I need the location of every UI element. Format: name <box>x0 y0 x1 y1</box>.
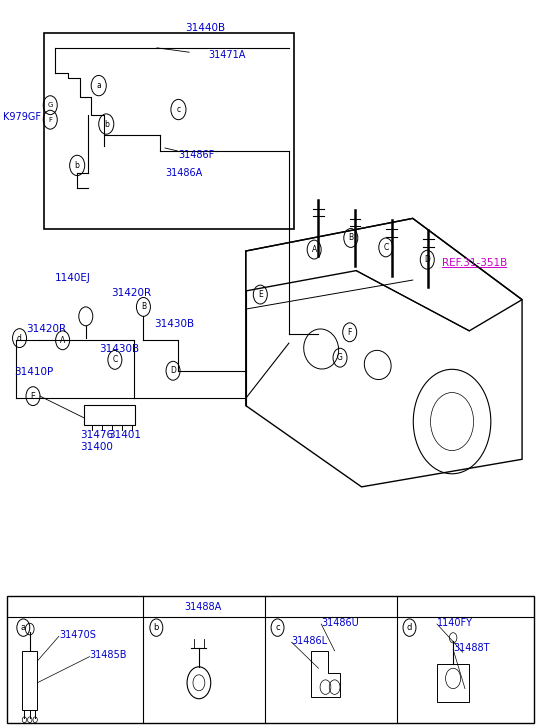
Text: 31470S: 31470S <box>59 630 96 640</box>
Text: F: F <box>48 117 52 123</box>
Bar <box>44 33 294 229</box>
Text: 1140EJ: 1140EJ <box>55 273 90 283</box>
Text: 31486U: 31486U <box>321 617 359 627</box>
Bar <box>22 651 37 710</box>
Text: B: B <box>141 302 146 311</box>
Text: D: D <box>424 255 430 264</box>
Text: G: G <box>337 353 343 362</box>
Text: C: C <box>383 243 388 252</box>
Text: b: b <box>104 119 109 129</box>
Text: E: E <box>258 290 262 299</box>
Text: c: c <box>177 105 180 114</box>
Text: A: A <box>60 336 65 345</box>
Text: 31440B: 31440B <box>185 23 225 33</box>
Text: B: B <box>348 233 353 243</box>
Text: 31410P: 31410P <box>14 367 53 377</box>
Text: 31488T: 31488T <box>453 643 490 653</box>
Text: 31430B: 31430B <box>154 318 194 329</box>
Text: 31420R: 31420R <box>26 324 66 334</box>
Text: c: c <box>275 623 280 632</box>
Text: 31400: 31400 <box>80 442 113 452</box>
Text: 31420R: 31420R <box>111 288 151 298</box>
Text: G: G <box>48 103 53 108</box>
Text: K979GF: K979GF <box>3 112 42 122</box>
Text: a: a <box>96 81 101 90</box>
Text: a: a <box>21 623 26 632</box>
Text: 31485B: 31485B <box>90 650 127 660</box>
Text: A: A <box>312 245 317 254</box>
Text: d: d <box>17 334 22 342</box>
Text: D: D <box>170 366 176 375</box>
Bar <box>7 595 534 723</box>
Text: 31486F: 31486F <box>178 150 215 160</box>
Text: REF.31-351B: REF.31-351B <box>442 258 508 268</box>
Text: 31488A: 31488A <box>184 601 221 611</box>
Text: 31486A: 31486A <box>165 169 202 178</box>
Text: 1140FY: 1140FY <box>437 617 473 627</box>
Bar <box>437 664 469 702</box>
Text: b: b <box>75 161 79 170</box>
Text: C: C <box>112 356 118 364</box>
Text: F: F <box>348 328 352 337</box>
Bar <box>84 405 136 425</box>
Text: 31401: 31401 <box>109 430 141 440</box>
Text: 31486L: 31486L <box>292 635 328 646</box>
Text: d: d <box>407 623 412 632</box>
Text: b: b <box>154 623 159 632</box>
Text: E: E <box>31 392 36 401</box>
Text: 31471A: 31471A <box>208 50 246 60</box>
Text: 31430B: 31430B <box>99 344 139 354</box>
Text: 31476: 31476 <box>80 430 113 440</box>
